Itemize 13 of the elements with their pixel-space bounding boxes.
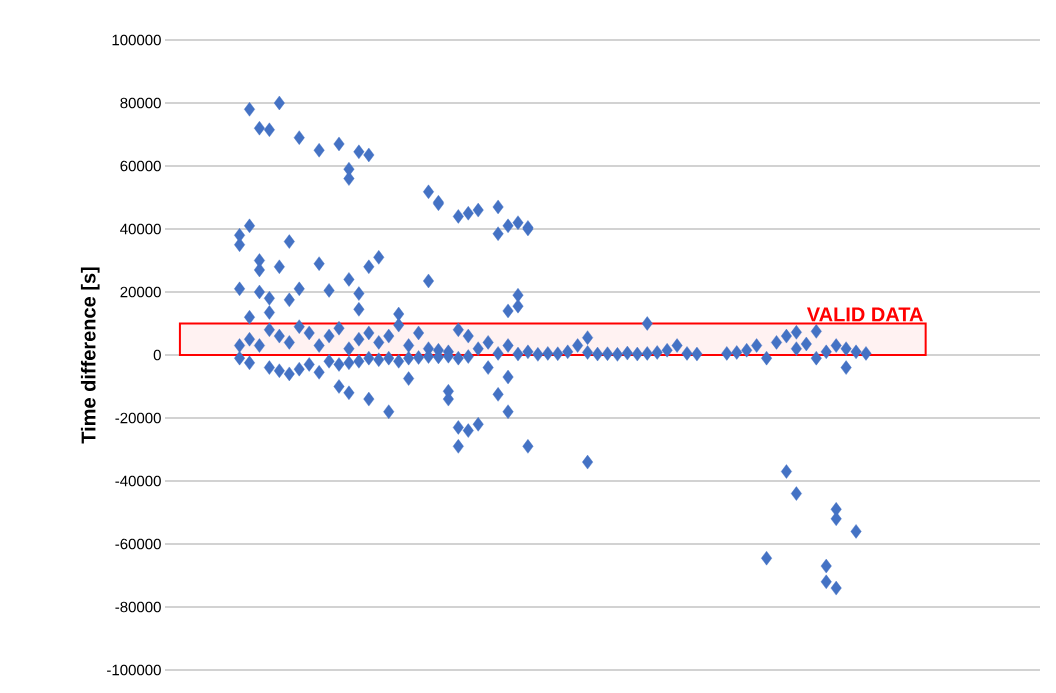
y-tick-label: 40000 bbox=[120, 223, 161, 235]
y-tick-label: 100000 bbox=[112, 34, 161, 46]
y-tick-label: -20000 bbox=[115, 412, 161, 424]
y-tick-label: -60000 bbox=[115, 538, 161, 550]
y-tick-label: -80000 bbox=[115, 601, 161, 613]
y-tick-label: 0 bbox=[153, 349, 161, 361]
y-tick-label: 20000 bbox=[120, 286, 161, 298]
y-tick-label: 60000 bbox=[120, 160, 161, 172]
y-tick-label: -40000 bbox=[115, 475, 161, 487]
y-tick-label: -100000 bbox=[107, 664, 161, 676]
y-tick-label: 80000 bbox=[120, 97, 161, 109]
band-label: VALID DATA bbox=[806, 307, 923, 322]
y-axis-title: Time difference [s] bbox=[80, 267, 100, 444]
